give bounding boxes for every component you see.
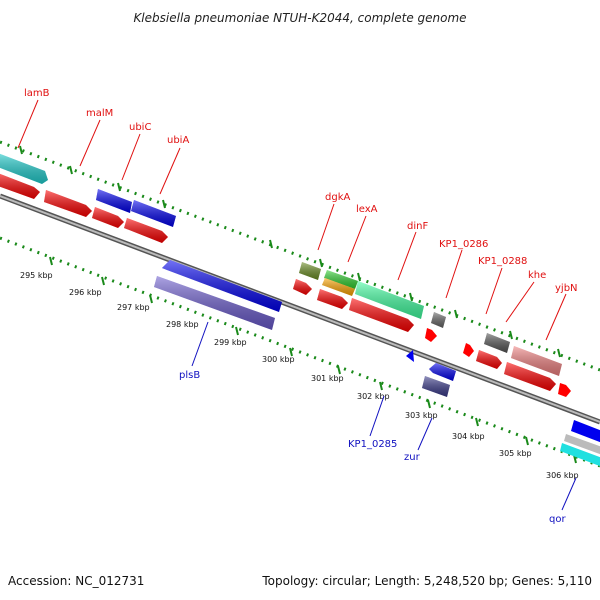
gene-label: ubiA xyxy=(167,135,189,146)
tick-label: 298 kbp xyxy=(166,320,199,329)
tick-label: 299 kbp xyxy=(214,338,247,347)
gene-khe[interactable] xyxy=(511,346,562,376)
gene-blue-right[interactable] xyxy=(571,420,600,444)
tick-label: 304 kbp xyxy=(452,432,485,441)
gene-red-forward[interactable] xyxy=(0,172,40,199)
gene-label: ubiC xyxy=(129,122,151,133)
gene-labels-bottom: plsB KP1_0285 zur qor xyxy=(179,370,566,525)
genome-summary-text: Topology: circular; Length: 5,248,520 bp… xyxy=(261,574,592,588)
gene-blue-reverse[interactable] xyxy=(162,260,282,312)
gene-KP1_0288[interactable] xyxy=(484,333,510,353)
gene-red-small-1[interactable] xyxy=(293,279,312,295)
tick-label: 302 kbp xyxy=(357,392,390,401)
gene-orange[interactable] xyxy=(322,278,355,296)
gene-red-yjbN-row[interactable] xyxy=(504,362,556,391)
gene-label: dinF xyxy=(407,221,428,232)
gene-grey-right[interactable] xyxy=(564,434,600,456)
gene-ubiC[interactable] xyxy=(96,189,132,213)
gene-red-mid-2[interactable] xyxy=(317,289,348,309)
gene-blue-zur-top[interactable] xyxy=(429,363,456,381)
tick-label: 303 kbp xyxy=(405,411,438,420)
gene-ubiA[interactable] xyxy=(131,200,176,227)
genome-backbone xyxy=(0,193,600,425)
gene-KP1_0285[interactable] xyxy=(406,350,414,362)
gene-label: plsB xyxy=(179,370,200,381)
gene-lamB[interactable] xyxy=(0,152,48,184)
label-leaders-bottom xyxy=(191,321,577,511)
tick-label: 301 kbp xyxy=(311,374,344,383)
gene-ubiC-red[interactable] xyxy=(92,207,124,228)
ruler-inner xyxy=(0,236,600,468)
gene-label: KP1_0288 xyxy=(478,256,527,267)
gene-qor[interactable] xyxy=(560,443,600,468)
tick-label: 297 kbp xyxy=(117,303,150,312)
gene-red-small-3[interactable] xyxy=(463,343,474,357)
gene-red-mid-3[interactable] xyxy=(349,298,414,332)
kbp-tick-labels: 295 kbp 296 kbp 297 kbp 298 kbp 299 kbp … xyxy=(20,271,579,480)
gene-label: KP1_0286 xyxy=(439,239,488,250)
gene-red-khe-row[interactable] xyxy=(476,350,502,369)
gene-label: yjbN xyxy=(555,283,578,294)
label-leaders-top xyxy=(17,99,567,341)
map-title: Klebsiella pneumoniae NTUH-K2044, comple… xyxy=(133,11,466,25)
gene-dgkA[interactable] xyxy=(299,262,321,280)
tick-label: 305 kbp xyxy=(499,449,532,458)
gene-red-small-2[interactable] xyxy=(425,328,437,342)
tick-label: 300 kbp xyxy=(262,355,295,364)
gene-red-small-4[interactable] xyxy=(558,383,571,397)
gene-ubiA-red[interactable] xyxy=(124,218,168,243)
tick-label: 306 kbp xyxy=(546,471,579,480)
gene-label: lamB xyxy=(24,88,50,99)
gene-lexA[interactable] xyxy=(324,270,358,289)
gene-labels-top: lamB malM ubiC ubiA dgkA lexA dinF KP1_0… xyxy=(24,88,578,294)
accession-text: Accession: NC_012731 xyxy=(8,574,144,588)
gene-label: lexA xyxy=(356,204,378,215)
ruler-outer xyxy=(0,140,600,372)
gene-label: qor xyxy=(549,514,566,525)
gene-label: dgkA xyxy=(325,192,350,203)
gene-label: KP1_0285 xyxy=(348,439,397,450)
gene-zur[interactable] xyxy=(422,376,450,397)
gene-label: zur xyxy=(404,452,421,463)
tick-label: 296 kbp xyxy=(69,288,102,297)
gene-malM-red[interactable] xyxy=(44,190,92,217)
gene-label: khe xyxy=(528,270,546,281)
gene-plsB[interactable] xyxy=(154,276,275,330)
gene-KP1_0286[interactable] xyxy=(431,312,446,328)
tick-label: 295 kbp xyxy=(20,271,53,280)
gene-dinF[interactable] xyxy=(355,281,424,319)
gene-label: malM xyxy=(86,108,113,119)
